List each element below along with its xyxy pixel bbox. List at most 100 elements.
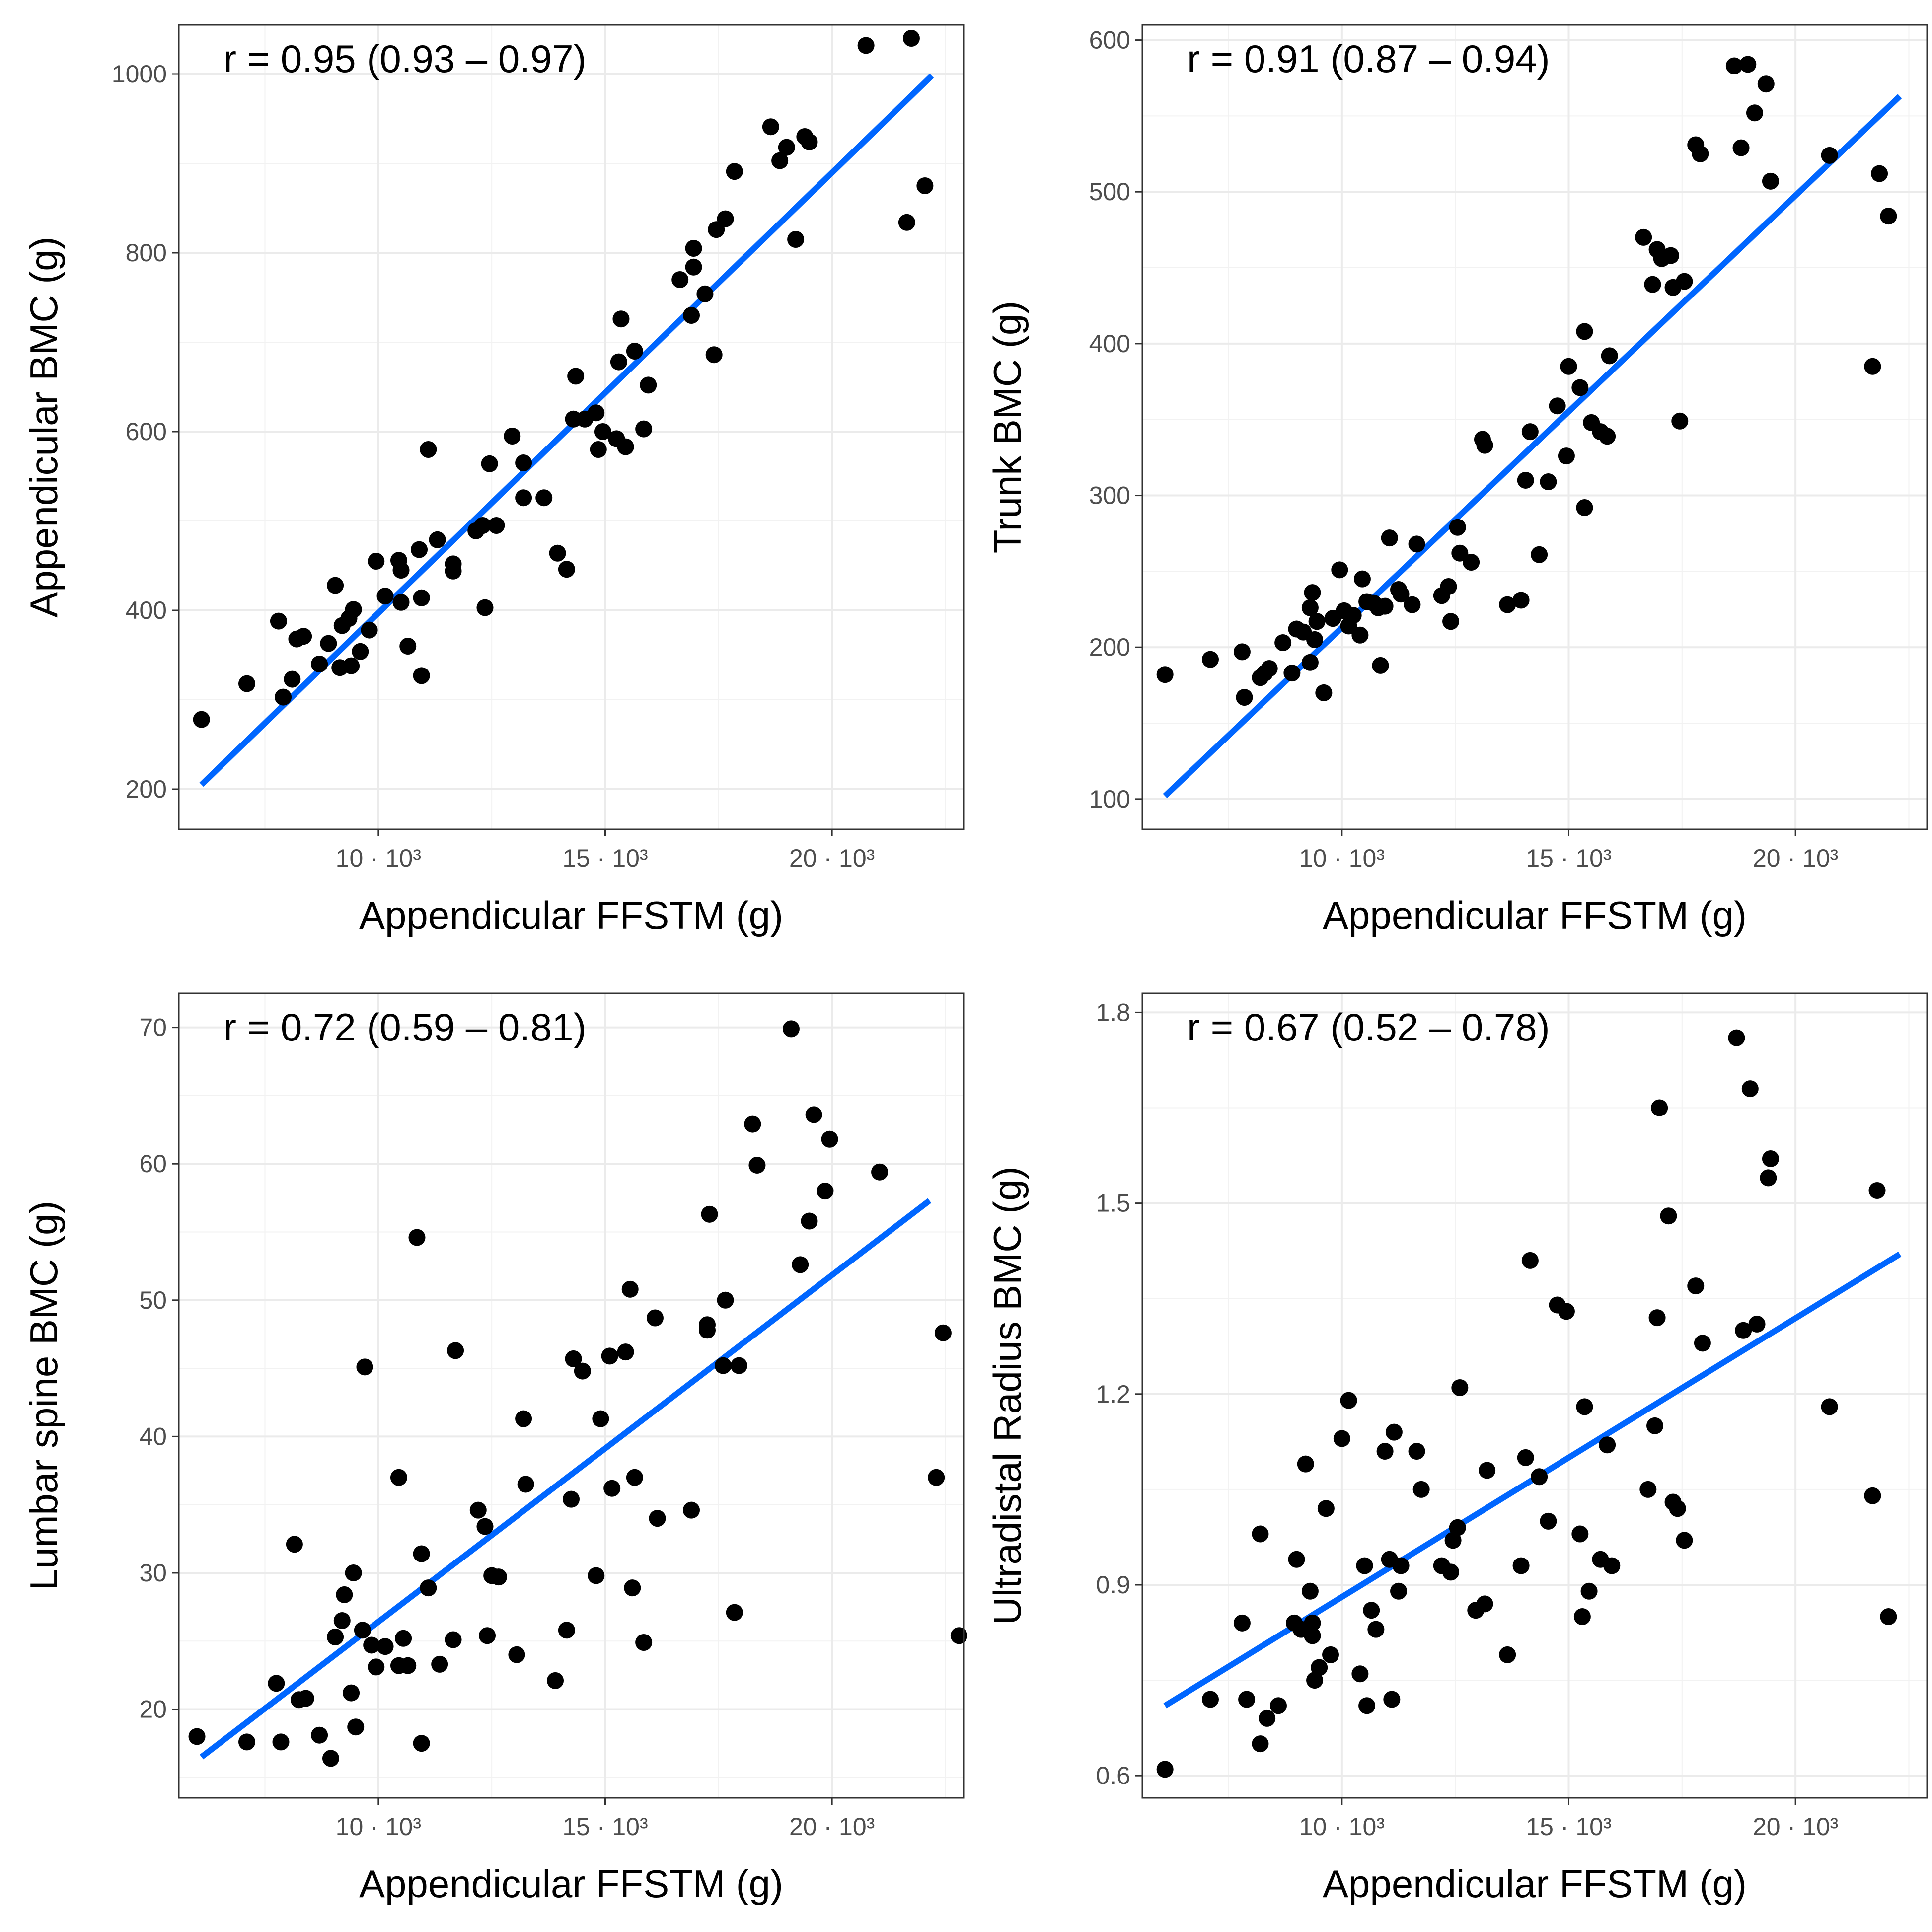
data-point bbox=[515, 489, 532, 507]
data-point bbox=[447, 1342, 464, 1359]
data-point bbox=[817, 1183, 834, 1200]
data-point bbox=[1576, 499, 1593, 516]
data-point bbox=[345, 1564, 362, 1581]
x-tick-label: 15 · 10³ bbox=[562, 1813, 648, 1841]
data-point bbox=[1868, 1182, 1886, 1199]
data-point bbox=[1252, 1525, 1269, 1543]
data-point bbox=[1201, 1691, 1219, 1708]
data-point bbox=[345, 601, 362, 618]
data-point bbox=[592, 1410, 609, 1427]
data-point bbox=[268, 1675, 285, 1692]
data-point bbox=[558, 561, 575, 578]
data-point bbox=[1646, 1417, 1664, 1434]
data-point bbox=[1864, 358, 1881, 375]
panel-ultradistal-radius: 10 · 10³ 15 · 10³ 20 · 10³0.60.91.21.51.8 … bbox=[985, 992, 1928, 1906]
data-points bbox=[193, 30, 934, 728]
data-point bbox=[295, 628, 312, 645]
data-point bbox=[717, 210, 734, 227]
data-point bbox=[1676, 273, 1693, 290]
data-point bbox=[376, 1638, 394, 1655]
data-point bbox=[1274, 634, 1292, 652]
data-point bbox=[612, 310, 630, 328]
data-point bbox=[1671, 412, 1689, 430]
data-point bbox=[1603, 1557, 1621, 1574]
data-point bbox=[1306, 631, 1324, 648]
data-point bbox=[1442, 1563, 1460, 1581]
y-tick-label: 300 bbox=[1089, 482, 1130, 510]
x-axis-title: Appendicular FFSTM (g) bbox=[359, 1862, 783, 1906]
axis-ticks: 10 · 10³ 15 · 10³ 20 · 10³ 0.6 0.9 1.2 1.5 1.8 bbox=[1096, 998, 1838, 1841]
data-point bbox=[504, 428, 521, 445]
data-point bbox=[361, 621, 378, 639]
data-point bbox=[1540, 473, 1557, 491]
data-point bbox=[934, 1324, 952, 1341]
data-point bbox=[508, 1646, 525, 1663]
data-point bbox=[1521, 423, 1539, 441]
data-point bbox=[714, 1357, 732, 1374]
data-point bbox=[1283, 665, 1301, 682]
x-tick-label: 20 · 10³ bbox=[1753, 844, 1838, 872]
data-point bbox=[1363, 1602, 1380, 1619]
data-point bbox=[1340, 1392, 1357, 1409]
data-point bbox=[1288, 1551, 1305, 1568]
data-point bbox=[1660, 1207, 1677, 1225]
data-point bbox=[517, 1476, 534, 1493]
data-point bbox=[588, 404, 605, 422]
y-tick-label: 60 bbox=[139, 1150, 167, 1178]
axis-ticks: 10 · 10³ 15 · 10³ 20 · 10³ 200 400 600 800 1000 bbox=[112, 60, 875, 872]
data-point bbox=[1404, 596, 1421, 613]
grid-lines bbox=[179, 993, 964, 1798]
panel-appendicular: 10 · 10³ 15 · 10³ 20 · 10³ 200 400 600 800 1000… bbox=[22, 24, 965, 937]
data-point bbox=[565, 1350, 582, 1367]
data-point bbox=[1315, 684, 1333, 701]
data-point bbox=[1821, 1398, 1838, 1415]
correlation-annotation: r = 0.95 (0.93 – 0.97) bbox=[223, 37, 587, 80]
x-tick-label: 10 · 10³ bbox=[336, 1813, 421, 1841]
data-point bbox=[1517, 1449, 1534, 1466]
data-point bbox=[717, 1291, 734, 1309]
data-point bbox=[390, 1469, 407, 1486]
data-point bbox=[322, 1750, 339, 1767]
data-point bbox=[801, 1212, 818, 1230]
data-point bbox=[626, 1469, 643, 1486]
data-point bbox=[270, 612, 287, 630]
data-point bbox=[801, 133, 818, 150]
data-point bbox=[1304, 1627, 1321, 1644]
x-tick-label: 15 · 10³ bbox=[1526, 844, 1611, 872]
data-point bbox=[488, 517, 505, 534]
data-point bbox=[284, 670, 301, 688]
data-point bbox=[950, 1627, 967, 1644]
data-point bbox=[1301, 599, 1319, 616]
data-point bbox=[1662, 247, 1679, 264]
data-point bbox=[429, 531, 446, 548]
y-tick-label: 0.9 bbox=[1096, 1571, 1130, 1599]
data-point bbox=[1304, 584, 1321, 601]
data-point bbox=[1728, 1029, 1745, 1046]
y-tick-label: 500 bbox=[1089, 178, 1130, 206]
data-point bbox=[297, 1690, 314, 1707]
data-point bbox=[1372, 657, 1389, 674]
data-point bbox=[1880, 1608, 1897, 1626]
data-point bbox=[1512, 1557, 1530, 1574]
data-point bbox=[275, 688, 292, 706]
data-point bbox=[420, 1579, 437, 1597]
axis-ticks: 10 · 10³ 15 · 10³ 20 · 10³ 100 200 300 400 500 6… bbox=[1089, 26, 1839, 872]
fit-line-layer bbox=[200, 1198, 932, 1760]
data-point bbox=[347, 1718, 365, 1736]
data-point bbox=[547, 1672, 564, 1689]
data-point bbox=[474, 517, 491, 534]
data-point bbox=[649, 1510, 666, 1527]
data-point bbox=[782, 1020, 800, 1038]
data-point bbox=[1463, 554, 1480, 571]
x-tick-label: 10 · 10³ bbox=[1299, 844, 1385, 872]
data-point bbox=[567, 368, 585, 385]
data-point bbox=[563, 1490, 580, 1508]
axis-ticks: 10 · 10³ 15 · 10³ 20 · 10³ 20 30 40 50 60 70 bbox=[139, 1014, 875, 1841]
data-point bbox=[1392, 1557, 1410, 1574]
data-point bbox=[188, 1728, 206, 1745]
data-point bbox=[1412, 1481, 1430, 1498]
data-point bbox=[238, 675, 255, 692]
data-point bbox=[787, 231, 805, 248]
data-points bbox=[1156, 1029, 1897, 1778]
x-axis-title: Appendicular FFSTM (g) bbox=[1323, 1862, 1747, 1906]
